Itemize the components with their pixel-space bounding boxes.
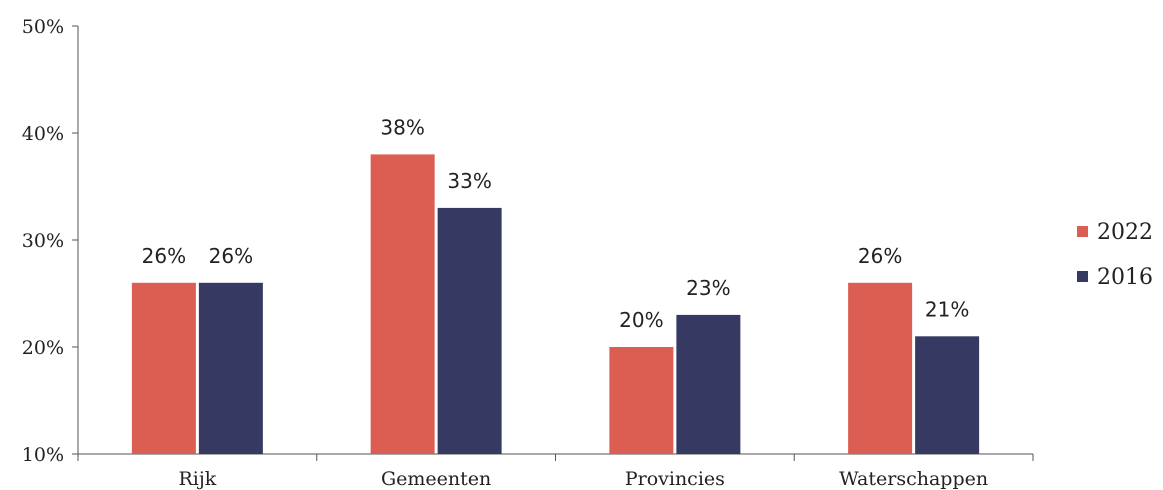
bar-2022 [370,154,435,454]
bar-2016 [915,336,980,454]
bars [131,154,980,454]
y-tick-label: 20% [22,337,64,359]
data-label: 21% [925,297,969,321]
y-tick-label: 10% [22,444,64,466]
data-label: 26% [209,244,253,268]
bar-2016 [198,282,263,454]
bar-2016 [676,314,741,454]
data-label: 26% [858,244,902,268]
data-label: 20% [619,308,663,332]
bar-2016 [437,207,502,454]
legend: 2022 2016 [1077,220,1153,290]
x-axis: Rijk Gemeenten Provincies Waterschappen [77,453,1034,490]
y-tick-label: 30% [22,230,64,252]
x-tick-label: Waterschappen [839,468,988,490]
data-label: 23% [686,276,730,300]
legend-swatch-2022 [1077,226,1088,237]
data-label: 26% [142,244,186,268]
x-tick-label: Provincies [625,468,725,490]
legend-label: 2016 [1097,265,1153,290]
x-tick-label: Gemeenten [381,468,491,490]
y-tick-label: 50% [22,16,64,38]
bar-2022 [848,282,913,454]
data-labels: 26% 26% 38% 33% 20% 23% 26% 21% [142,115,970,332]
bar-2022 [131,282,196,454]
data-label: 38% [380,115,424,139]
data-label: 33% [447,169,491,193]
x-tick-label: Rijk [178,468,216,490]
legend-label: 2022 [1097,220,1153,245]
y-tick-label: 40% [22,123,64,145]
legend-swatch-2016 [1077,271,1088,282]
y-axis: 10% 20% 30% 40% 50% [22,16,79,466]
bar-2022 [609,347,674,454]
